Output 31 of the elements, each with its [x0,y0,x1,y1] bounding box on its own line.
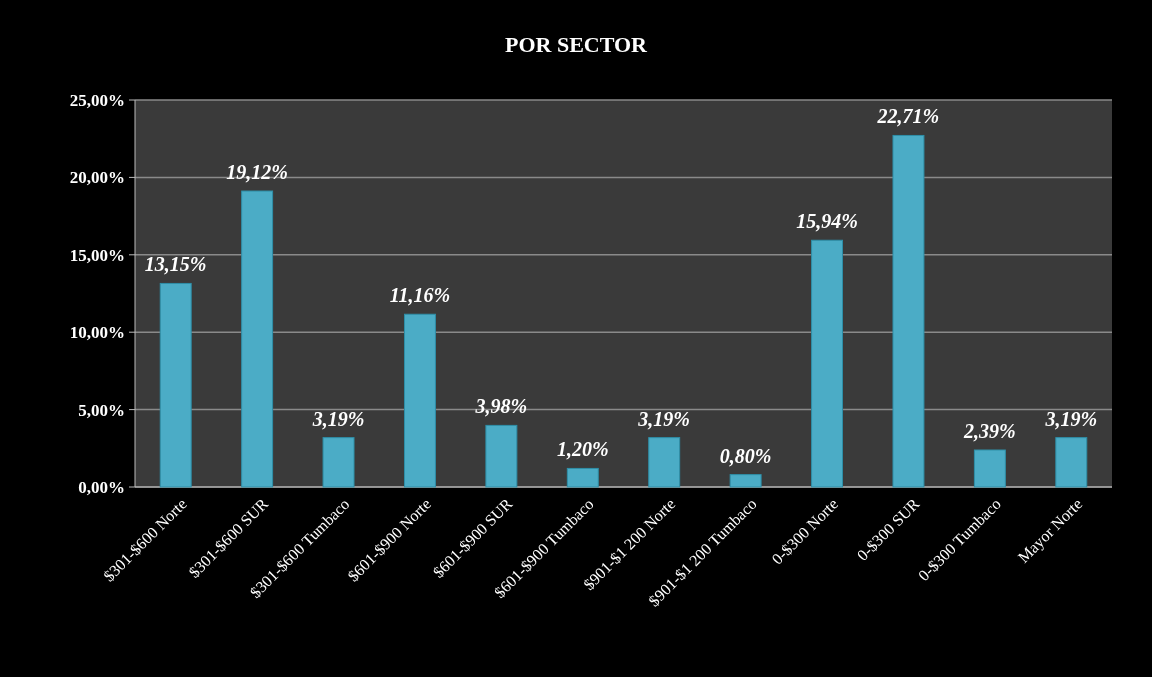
data-label: 3,19% [1044,407,1098,430]
data-label: 1,20% [556,438,609,461]
data-label: 3,98% [474,395,528,418]
bar [892,134,925,488]
bar [403,313,436,488]
chart-title: POR SECTOR [504,32,649,57]
bar [1055,437,1088,488]
y-tick-label: 15,00% [69,245,125,265]
y-tick-label: 10,00% [69,323,125,343]
data-label: 22,71% [876,105,940,128]
data-label: 0,80% [719,444,772,467]
data-label: 11,16% [389,284,451,307]
bar [729,474,762,488]
y-tick-label: 20,00% [69,168,125,188]
bar [566,467,599,488]
y-tick-label: 25,00% [69,90,125,110]
bar [485,424,518,488]
bar [241,190,274,488]
bar [648,437,681,488]
y-tick-label: 0,00% [78,477,125,497]
data-label: 2,39% [963,420,1016,442]
bar [159,282,192,488]
data-label: 13,15% [144,253,207,276]
data-label: 19,12% [226,161,288,184]
y-tick-label: 5,00% [78,400,125,420]
bar [973,449,1006,488]
bar [811,239,844,488]
bar [322,437,355,488]
data-label: 3,19% [637,407,691,430]
data-label: 15,94% [796,210,858,233]
data-label: 3,19% [311,407,365,430]
